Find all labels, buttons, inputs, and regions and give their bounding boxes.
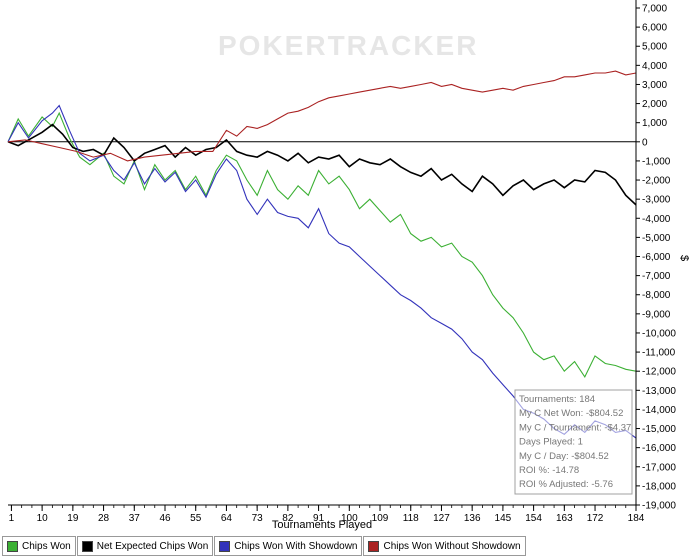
series-line-chips-won [7,111,637,379]
x-tick-label: 64 [221,513,233,524]
y-tick-label: -16,000 [642,443,676,454]
y-tick-label: -12,000 [642,367,676,378]
legend-label: Chips Won With Showdown [234,540,358,552]
y-tick-label: -3,000 [642,195,671,206]
legend-swatch [7,540,18,552]
x-tick-label: 100 [341,513,358,524]
legend-label: Net Expected Chips Won [96,540,209,552]
x-tick-label: 10 [37,513,49,524]
watermark-text: POKERTRACKER [218,30,478,61]
x-tick-label: 55 [190,513,202,524]
legend-item-chips-won[interactable]: Chips Won [2,536,76,556]
y-tick-label: 7,000 [642,4,667,15]
x-tick-label: 28 [98,513,110,524]
info-line: Days Played: 1 [519,437,583,448]
x-tick-label: 154 [525,513,542,524]
y-tick-label: 6,000 [642,23,667,34]
y-tick-label: -8,000 [642,290,671,301]
series-line-chips-won-without-showdown [7,70,637,162]
legend-label: Chips Won Without Showdown [383,540,521,552]
legend-item-net-expected-chips-won[interactable]: Net Expected Chips Won [76,536,214,556]
y-tick-label: -17,000 [642,462,676,473]
x-tick-label: 73 [252,513,264,524]
x-tick-label: 172 [587,513,604,524]
y-tick-label: 0 [642,137,648,148]
y-tick-label: -7,000 [642,271,671,282]
info-line: ROI %: -14.78 [519,465,579,476]
info-box-frame [514,389,633,495]
y-tick-label: -11,000 [642,348,676,359]
info-line: ROI % Adjusted: -5.76 [519,479,613,490]
y-tick-label: -19,000 [642,501,676,512]
legend-label: Chips Won [22,540,71,552]
x-tick-label: 46 [159,513,171,524]
x-tick-label: 1 [9,513,15,524]
y-tick-label: -2,000 [642,176,671,187]
y-tick-label: 3,000 [642,80,667,91]
stats-info-box: Tournaments: 184 My C Net Won: -$804.52 My… [514,389,633,495]
x-tick-label: 37 [129,513,141,524]
y-tick-label: -6,000 [642,252,671,263]
legend-swatch [81,540,93,552]
legend-swatch [219,540,231,552]
x-tick-label: 163 [556,513,573,524]
y-tick-label: -14,000 [642,405,676,416]
x-tick-label: 145 [495,513,512,524]
x-tick-label: 19 [67,513,79,524]
info-line: My C / Day: -$804.52 [519,451,609,462]
x-tick-label: 127 [433,513,450,524]
y-tick-label: -4,000 [642,214,671,225]
x-tick-label: 82 [282,513,294,524]
legend-item-chips-won-with-showdown[interactable]: Chips Won With Showdown [214,536,363,556]
y-tick-label: 1,000 [642,118,667,129]
info-line: Tournaments: 184 [519,394,595,405]
legend-item-chips-won-without-showdown[interactable]: Chips Won Without Showdown [363,536,526,556]
x-tick-label: 91 [313,513,325,524]
info-line: My C Net Won: -$804.52 [519,408,623,419]
y-tick-label: 5,000 [642,42,667,53]
y-axis-ticks: 7,000 6,000 5,000 4,000 3,000 2,000 1,000 0 -1,0… [636,4,676,512]
legend: Chips Won Net Expected Chips Won Chips Won… [2,536,527,556]
y-tick-label: 2,000 [642,99,667,110]
y-tick-label: -10,000 [642,328,676,339]
y-tick-label: -1,000 [642,156,671,167]
y-tick-label: -5,000 [642,233,671,244]
chart: POKERTRACKER 7,000 6,000 5,000 4,000 3,000 2,… [7,0,690,531]
info-line: My C / Tournament: -$4.37 [519,422,631,433]
x-tick-label: 118 [403,513,419,524]
series-line-net-expected-chips-won [7,123,637,206]
x-axis-ticks: 1 10 19 28 37 46 55 64 73 82 91 100 109 118 127 136 145 1… [9,505,645,524]
x-tick-label: 109 [372,513,389,524]
x-axis-title: Tournaments Played [272,519,372,531]
y-tick-label: -9,000 [642,309,671,320]
y-tick-label: -15,000 [642,424,676,435]
y-tick-label: -13,000 [642,386,676,397]
x-tick-label: 184 [628,513,645,524]
y-tick-label: 4,000 [642,61,667,72]
y-tick-label: -18,000 [642,481,676,492]
x-tick-label: 136 [464,513,481,524]
legend-swatch [368,540,380,552]
y-axis-title: $ [678,255,690,261]
